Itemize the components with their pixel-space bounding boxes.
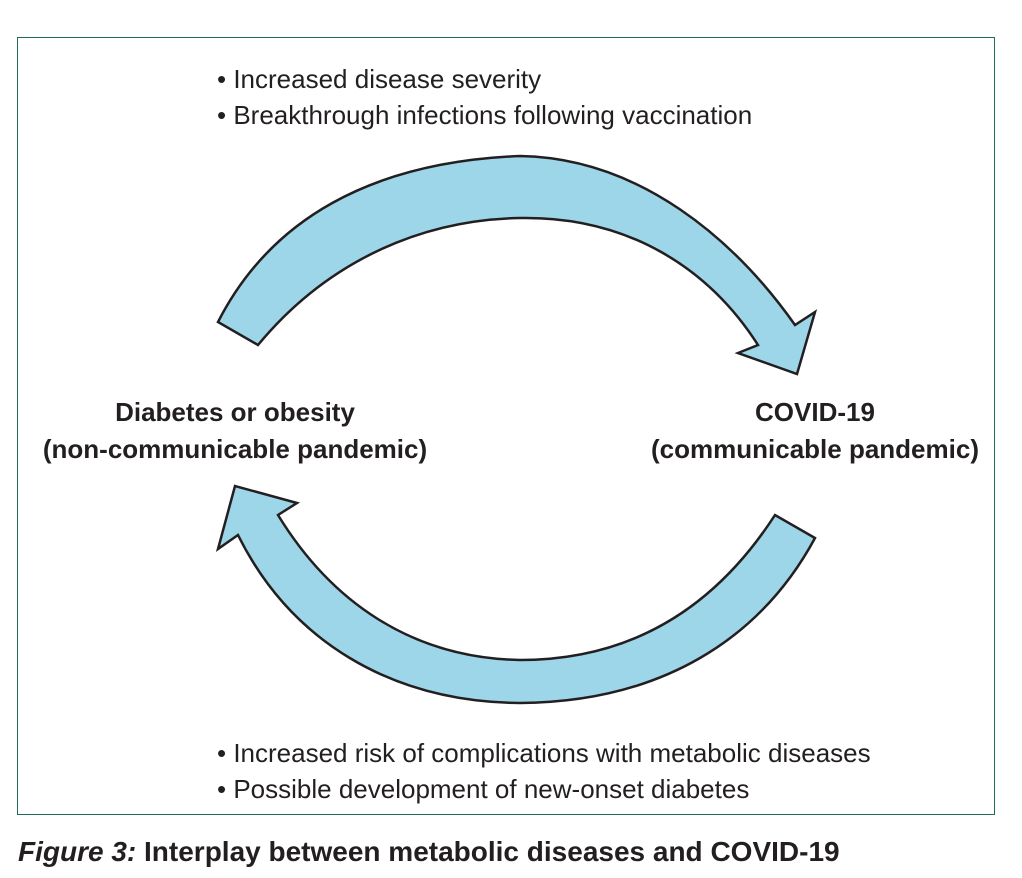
top-bullet-list: Increased disease severity Breakthrough … xyxy=(217,61,752,133)
top-arrow xyxy=(216,154,818,376)
covid19-node: COVID-19 (communicable pandemic) xyxy=(640,394,990,468)
node-subtitle: (communicable pandemic) xyxy=(651,434,979,464)
figure-caption: Figure 3: Interplay between metabolic di… xyxy=(18,836,840,868)
figure-frame xyxy=(17,37,995,815)
node-title: Diabetes or obesity xyxy=(115,397,355,427)
list-item: Increased risk of complications with met… xyxy=(217,735,870,771)
node-title: COVID-19 xyxy=(755,397,875,427)
node-subtitle: (non-communicable pandemic) xyxy=(42,434,428,464)
figure-label: Figure 3: xyxy=(18,836,137,867)
list-item: Increased disease severity xyxy=(217,61,752,97)
bottom-bullet-list: Increased risk of complications with met… xyxy=(217,735,871,807)
bottom-arrow xyxy=(215,484,817,705)
list-item: Possible development of new-onset diabet… xyxy=(217,771,871,807)
list-item: Breakthrough infections following vaccin… xyxy=(217,97,752,133)
caption-text: Interplay between metabolic diseases and… xyxy=(136,836,840,867)
diabetes-obesity-node: Diabetes or obesity (non-communicable pa… xyxy=(30,394,440,468)
